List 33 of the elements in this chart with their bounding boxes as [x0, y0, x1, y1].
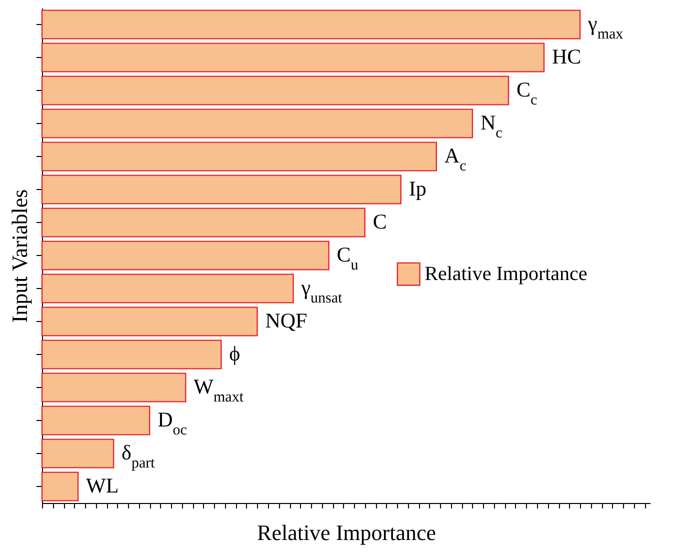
- y-tick-label: WL: [86, 474, 119, 498]
- x-axis-title: Relative Importance: [257, 520, 436, 545]
- y-tick-label: γ$_{max}$: [587, 12, 624, 42]
- y-tick-label: HC: [552, 44, 582, 68]
- bar: [41, 142, 437, 172]
- bar: [41, 174, 402, 204]
- bar: [41, 438, 114, 468]
- y-tick-label: γ$_{unsat}$: [300, 276, 344, 306]
- y-tick-label: ϕ: [229, 342, 240, 366]
- y-tick-label: NQF: [265, 308, 308, 332]
- y-tick-label: D$_{oc}$: [158, 408, 188, 438]
- y-axis-title: Input Variables: [7, 189, 32, 323]
- bar: [41, 240, 330, 270]
- y-tick-label: W$_{maxt}$: [194, 374, 244, 406]
- y-tick-label: A$_{c}$: [444, 144, 467, 174]
- bar: [41, 472, 79, 502]
- y-tick-label: C: [372, 210, 387, 234]
- bar: [41, 42, 545, 72]
- bar: [41, 340, 222, 370]
- bar: [41, 108, 474, 138]
- bar: [41, 406, 150, 436]
- y-tick-label: C$_{c}$: [516, 78, 538, 108]
- bar: [41, 208, 366, 238]
- y-tick-label: C$_{u}$: [336, 242, 359, 274]
- y-tick-label: N$_{c}$: [480, 110, 503, 142]
- bar: [41, 76, 510, 106]
- bar: [41, 10, 581, 40]
- y-tick-label: Ip: [408, 176, 426, 200]
- bar: [41, 274, 294, 304]
- y-tick-label: δ$_{part}$: [122, 440, 156, 472]
- bar: [41, 306, 258, 336]
- legend-label: Relative Importance: [424, 263, 588, 286]
- bar: [41, 372, 186, 402]
